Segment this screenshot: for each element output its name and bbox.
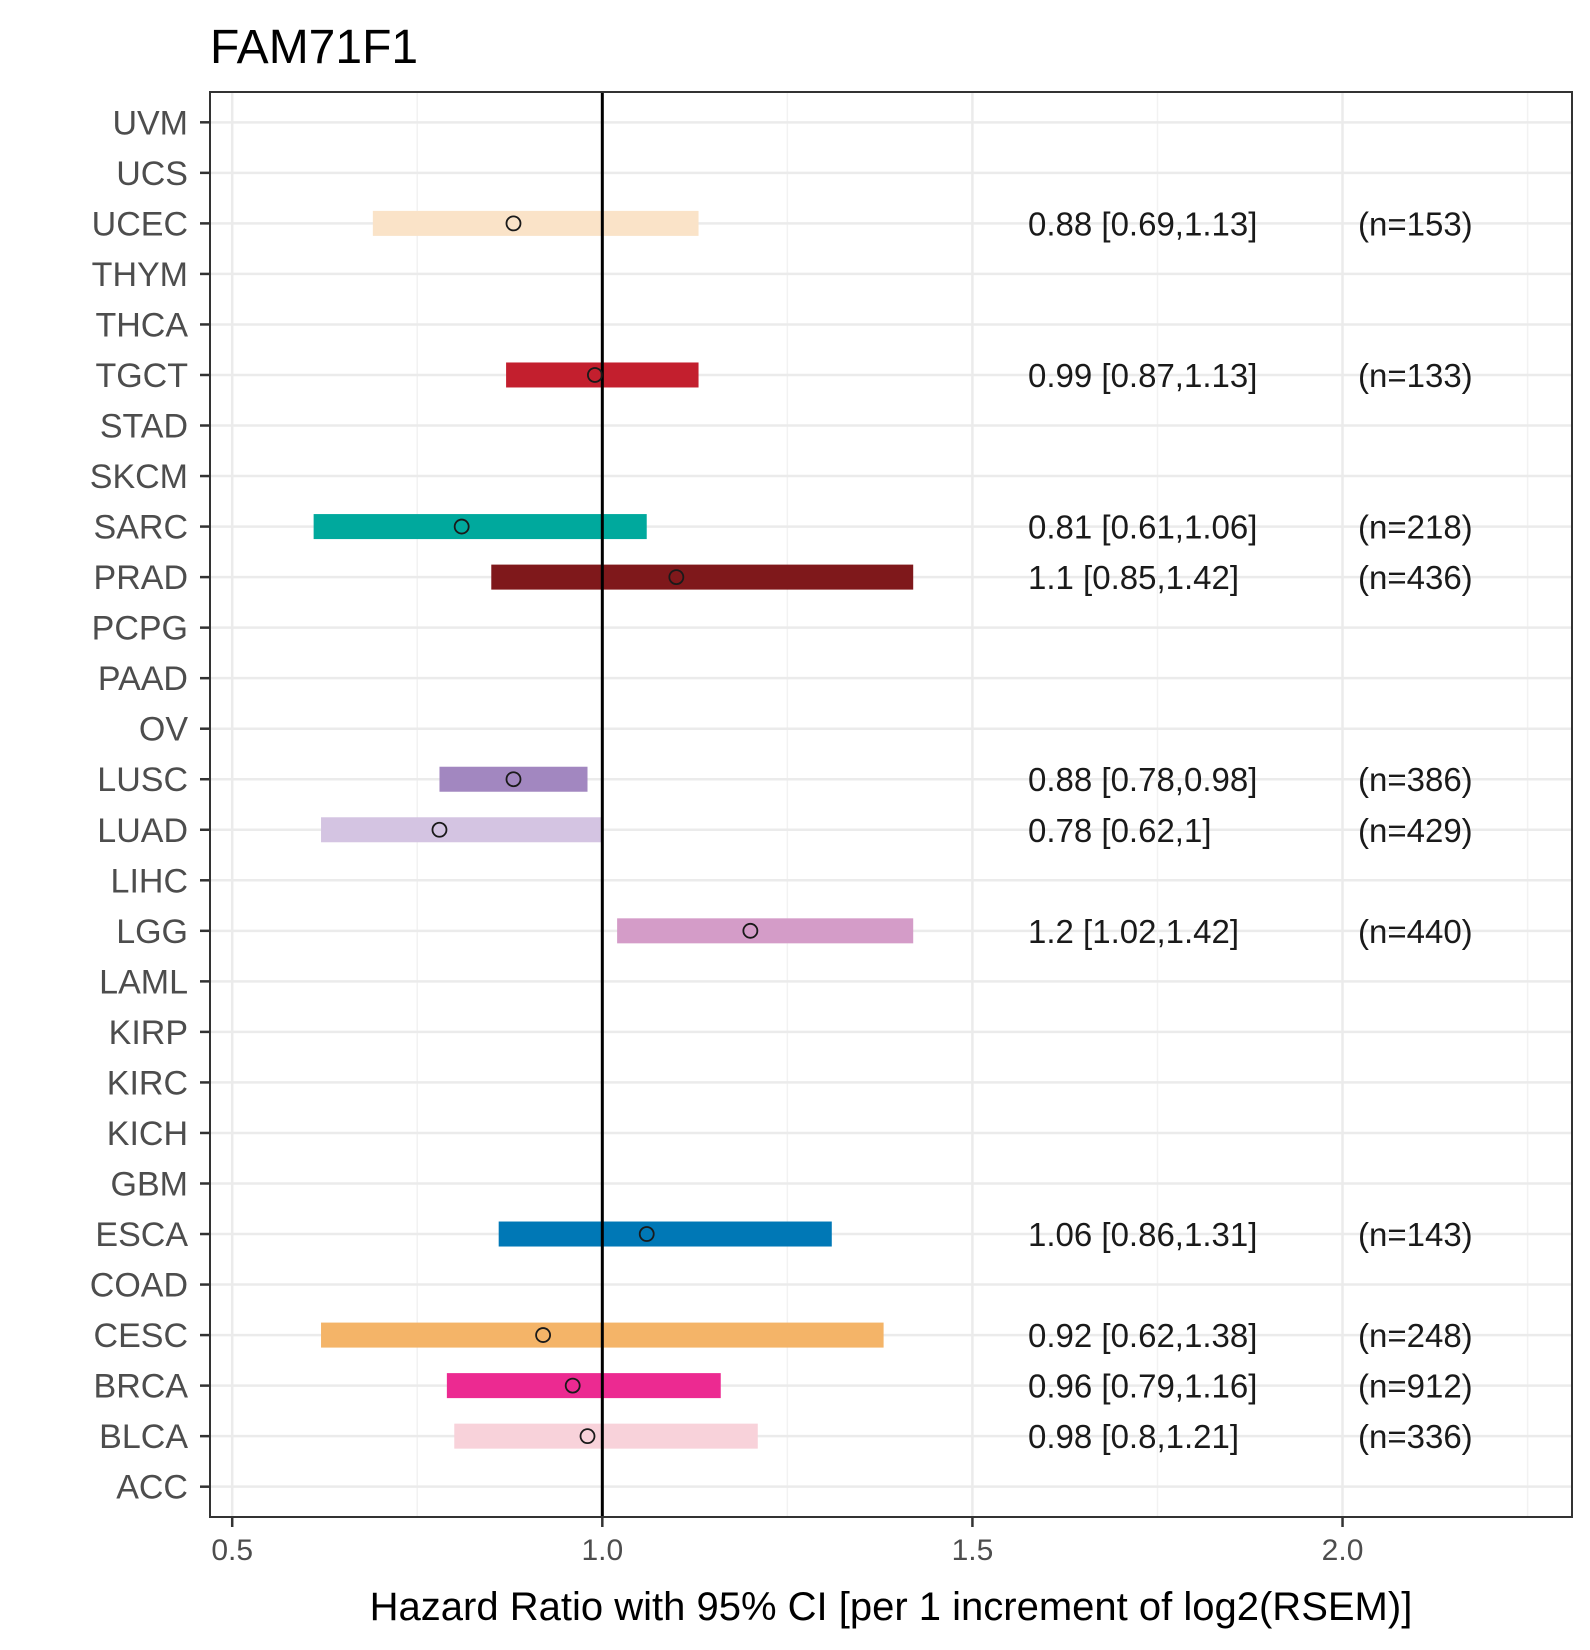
sample-size-label-lgg: (n=440)	[1358, 913, 1473, 950]
y-tick-label-prad: PRAD	[94, 559, 188, 597]
y-tick-label-uvm: UVM	[112, 104, 188, 142]
hr-point-lgg	[742, 922, 759, 939]
hr-ci-label-lusc: 0.88 [0.78,0.98]	[1028, 761, 1257, 798]
x-axis: 0.5 1.0 1.5 2.0	[211, 1517, 1363, 1567]
ci-bar-sarc	[313, 514, 647, 540]
hr-point-luad	[431, 821, 448, 838]
ci-bar-lgg	[617, 918, 914, 944]
y-tick-label-coad: COAD	[90, 1267, 188, 1305]
plot-panel	[210, 92, 1572, 1517]
hr-ci-label-luad: 0.78 [0.62,1]	[1028, 812, 1211, 849]
sample-size-label-esca: (n=143)	[1358, 1216, 1473, 1253]
hr-ci-label-esca: 1.06 [0.86,1.31]	[1028, 1216, 1257, 1253]
ci-bar-esca	[498, 1221, 832, 1247]
y-tick-label-kirp: KIRP	[109, 1014, 188, 1052]
y-tick-label-laml: LAML	[99, 963, 188, 1001]
hr-points	[431, 215, 759, 1445]
x-axis-label: Hazard Ratio with 95% CI [per 1 incremen…	[370, 1585, 1413, 1629]
hr-ci-label-tgct: 0.99 [0.87,1.13]	[1028, 357, 1257, 394]
y-tick-label-ucec: UCEC	[92, 205, 188, 243]
hr-ci-label-lgg: 1.2 [1.02,1.42]	[1028, 913, 1239, 950]
hr-ci-label-blca: 0.98 [0.8,1.21]	[1028, 1418, 1239, 1455]
ci-bar-prad	[491, 564, 914, 590]
y-tick-label-pcpg: PCPG	[92, 610, 188, 648]
y-tick-label-acc: ACC	[116, 1469, 188, 1507]
hr-ci-label-brca: 0.96 [0.79,1.16]	[1028, 1368, 1257, 1405]
x-tick-label: 2.0	[1322, 1534, 1364, 1567]
y-tick-label-brca: BRCA	[94, 1368, 189, 1406]
ci-bar-lusc	[439, 766, 588, 792]
sample-size-label-lusc: (n=386)	[1358, 761, 1473, 798]
sample-size-label-brca: (n=912)	[1358, 1368, 1473, 1405]
y-tick-label-cesc: CESC	[94, 1317, 188, 1355]
hr-point-ucec	[505, 215, 522, 232]
sample-size-label-sarc: (n=218)	[1358, 509, 1473, 546]
chart-title: FAM71F1	[210, 21, 418, 74]
y-tick-label-tgct: TGCT	[95, 357, 188, 395]
y-tick-label-stad: STAD	[100, 408, 188, 446]
y-tick-label-kich: KICH	[107, 1115, 188, 1153]
hr-ci-label-cesc: 0.92 [0.62,1.38]	[1028, 1317, 1257, 1354]
hr-point-blca	[579, 1428, 596, 1445]
annotations: 0.88 [0.69,1.13] (n=153) 0.99 [0.87,1.13] (…	[1028, 205, 1473, 1455]
y-tick-label-thym: THYM	[92, 256, 188, 294]
hr-point-prad	[668, 569, 685, 586]
y-tick-label-esca: ESCA	[95, 1216, 188, 1254]
y-tick-label-blca: BLCA	[99, 1418, 188, 1456]
x-tick-label: 1.0	[581, 1534, 623, 1567]
hr-ci-label-sarc: 0.81 [0.61,1.06]	[1028, 509, 1257, 546]
sample-size-label-prad: (n=436)	[1358, 559, 1473, 596]
sample-size-label-blca: (n=336)	[1358, 1418, 1473, 1455]
y-tick-label-lusc: LUSC	[97, 761, 188, 799]
hr-point-lusc	[505, 771, 522, 788]
hr-ci-label-ucec: 0.88 [0.69,1.13]	[1028, 205, 1257, 242]
hr-point-tgct	[587, 367, 603, 383]
y-tick-label-thca: THCA	[95, 306, 188, 344]
hr-point-brca	[564, 1377, 581, 1394]
ci-bar-blca	[454, 1423, 758, 1449]
y-tick-label-lihc: LIHC	[111, 862, 188, 900]
ci-bar-brca	[446, 1373, 721, 1399]
sample-size-label-cesc: (n=248)	[1358, 1317, 1473, 1354]
sample-size-label-ucec: (n=153)	[1358, 205, 1473, 242]
hr-ci-label-prad: 1.1 [0.85,1.42]	[1028, 559, 1239, 596]
hr-point-cesc	[535, 1327, 551, 1343]
x-tick-label: 1.5	[952, 1534, 994, 1567]
y-tick-label-ov: OV	[139, 711, 188, 749]
ci-bar-ucec	[372, 210, 699, 236]
y-tick-label-lgg: LGG	[116, 913, 188, 951]
hr-point-esca	[638, 1226, 655, 1242]
plot-border	[209, 91, 1573, 1518]
y-tick-label-sarc: SARC	[94, 509, 188, 547]
y-tick-label-skcm: SKCM	[90, 458, 188, 496]
sample-size-label-tgct: (n=133)	[1358, 357, 1473, 394]
x-tick-label: 0.5	[211, 1534, 253, 1567]
y-tick-label-gbm: GBM	[111, 1165, 188, 1203]
y-axis: UVM UCS UCEC THYM THCA TGCT STAD SKCM SARC PRAD PC…	[90, 104, 210, 1507]
hr-point-sarc	[453, 518, 470, 535]
sample-size-label-luad: (n=429)	[1358, 812, 1473, 849]
y-tick-label-ucs: UCS	[116, 155, 188, 193]
y-tick-label-paad: PAAD	[98, 660, 188, 698]
y-tick-label-kirc: KIRC	[107, 1064, 188, 1102]
y-tick-label-luad: LUAD	[97, 812, 188, 850]
ci-bar-luad	[321, 817, 603, 843]
